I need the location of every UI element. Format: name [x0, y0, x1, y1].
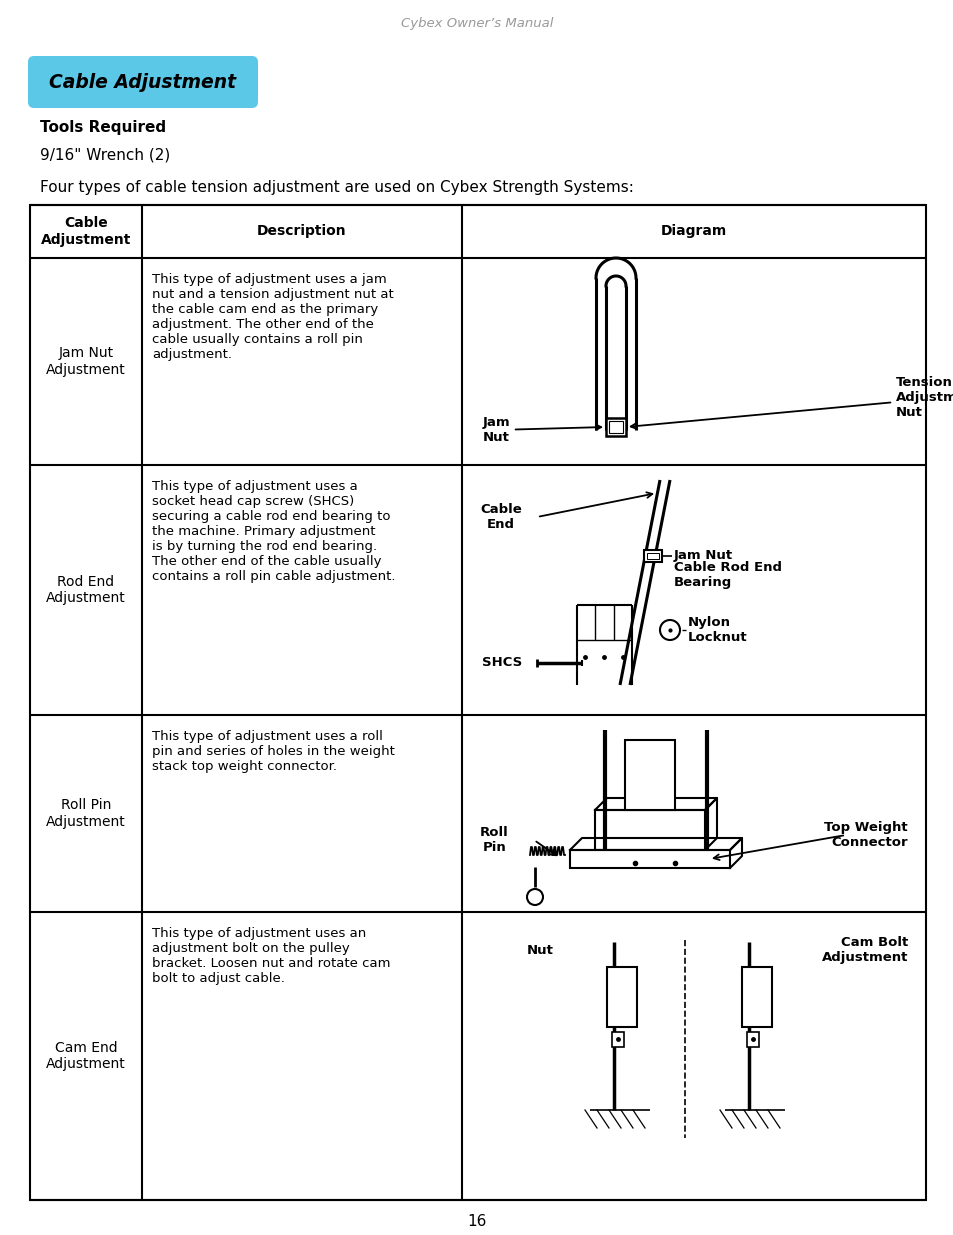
Text: Cable
Adjustment: Cable Adjustment [41, 216, 132, 247]
Text: Rod End
Adjustment: Rod End Adjustment [46, 576, 126, 605]
Text: Description: Description [257, 225, 347, 238]
Bar [569, 850, 729, 868]
Bar [605, 417, 625, 436]
Text: Cable Adjustment: Cable Adjustment [50, 73, 236, 91]
Bar [606, 967, 637, 1028]
Text: This type of adjustment uses a
socket head cap screw (SHCS)
securing a cable rod: This type of adjustment uses a socket he… [152, 480, 395, 583]
Bar [746, 1032, 759, 1047]
Text: Cable Rod End
Bearing: Cable Rod End Bearing [673, 561, 781, 589]
Text: Jam Nut
Adjustment: Jam Nut Adjustment [46, 346, 126, 377]
Bar [643, 550, 661, 562]
Text: Cybex Owner’s Manual: Cybex Owner’s Manual [400, 17, 553, 31]
Text: Four types of cable tension adjustment are used on Cybex Strength Systems:: Four types of cable tension adjustment a… [40, 180, 633, 195]
Text: Cam Bolt
Adjustment: Cam Bolt Adjustment [821, 936, 907, 965]
Text: Cable
End: Cable End [479, 503, 521, 531]
FancyBboxPatch shape [28, 56, 257, 107]
Text: 9/16" Wrench (2): 9/16" Wrench (2) [40, 148, 170, 163]
Circle shape [644, 769, 655, 781]
Text: Jam
Nut: Jam Nut [482, 416, 600, 445]
Text: Nut: Nut [526, 944, 554, 956]
Bar [741, 967, 771, 1028]
Bar [612, 1032, 623, 1047]
Text: SHCS: SHCS [481, 657, 521, 669]
Text: This type of adjustment uses a roll
pin and series of holes in the weight
stack : This type of adjustment uses a roll pin … [152, 730, 395, 773]
Text: Nylon
Locknut: Nylon Locknut [687, 616, 747, 643]
Text: Jam Nut: Jam Nut [673, 550, 732, 562]
Text: 16: 16 [467, 1214, 486, 1230]
Bar [646, 553, 659, 559]
Bar [608, 421, 622, 433]
Text: This type of adjustment uses a jam
nut and a tension adjustment nut at
the cable: This type of adjustment uses a jam nut a… [152, 273, 394, 361]
Bar [595, 810, 704, 850]
Text: Cam End
Adjustment: Cam End Adjustment [46, 1041, 126, 1071]
Bar [30, 205, 925, 1200]
Text: This type of adjustment uses an
adjustment bolt on the pulley
bracket. Loosen nu: This type of adjustment uses an adjustme… [152, 927, 390, 986]
Text: Tools Required: Tools Required [40, 120, 166, 135]
Text: Diagram: Diagram [660, 225, 726, 238]
Text: Roll Pin
Adjustment: Roll Pin Adjustment [46, 798, 126, 829]
Bar [624, 740, 675, 810]
Text: Tension
Adjustment
Nut: Tension Adjustment Nut [630, 377, 953, 429]
Text: Roll
Pin: Roll Pin [479, 826, 508, 853]
Text: Top Weight
Connector: Top Weight Connector [823, 821, 907, 848]
